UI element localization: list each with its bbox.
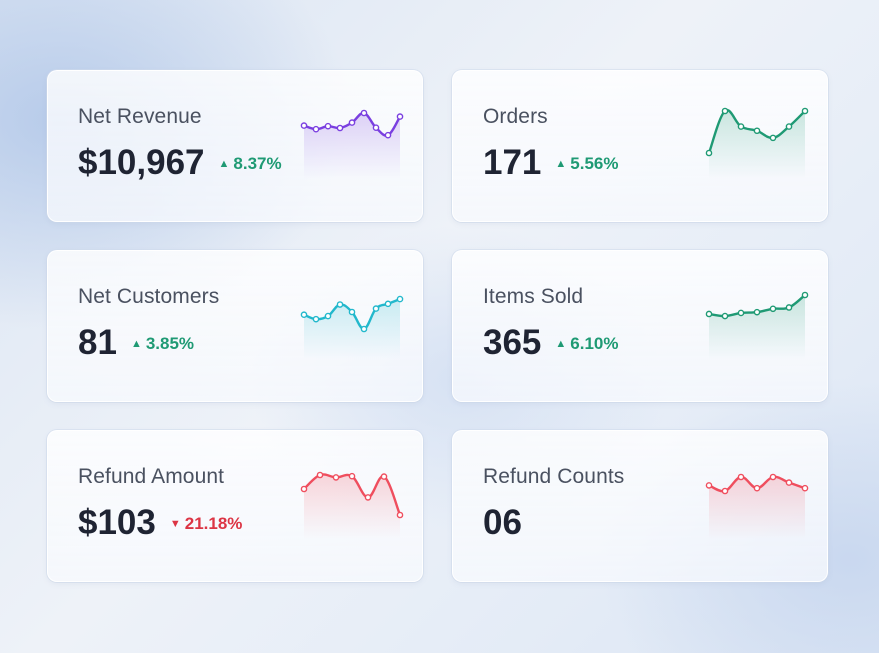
- sparkline-point: [332, 474, 340, 481]
- sparkline-point: [380, 473, 388, 480]
- triangle-up-icon: ▲: [218, 157, 230, 170]
- sparkline-point: [769, 134, 777, 142]
- sparkline-point: [705, 482, 713, 489]
- sparkline-point: [737, 123, 745, 130]
- sparkline-point: [300, 122, 308, 129]
- card-value: 81: [78, 323, 117, 362]
- sparkline-point: [785, 304, 793, 311]
- sparkline-point: [396, 295, 404, 303]
- sparkline-point: [312, 315, 320, 323]
- sparkline-point: [336, 124, 344, 132]
- sparkline-point: [364, 494, 372, 501]
- delta-value: 6.10%: [570, 334, 619, 353]
- sparkline-point: [769, 473, 777, 481]
- delta-value: 21.18%: [184, 514, 243, 533]
- sparkline-point: [372, 305, 380, 312]
- sparkline-point: [705, 310, 713, 318]
- sparkline-point: [324, 312, 332, 320]
- sparkline-point: [801, 291, 809, 299]
- sparkline-point: [737, 309, 745, 317]
- triangle-up-icon: ▲: [555, 337, 567, 350]
- card-title: Orders: [483, 105, 548, 128]
- delta-value: 3.85%: [145, 334, 195, 353]
- sparkline-point: [801, 484, 809, 492]
- delta-badge: ▲ 5.56%: [555, 154, 618, 174]
- delta-badge: ▲ 3.85%: [131, 334, 194, 354]
- card-items-sold[interactable]: Items Sold 365 ▲ 6.10%: [452, 250, 828, 402]
- sparkline-point: [324, 122, 332, 130]
- sparkline-area: [304, 299, 400, 359]
- sparkline-point: [348, 472, 356, 480]
- sparkline-area: [709, 476, 805, 539]
- sparkline-area: [709, 295, 805, 359]
- delta-badge: ▼ 21.18%: [170, 514, 243, 534]
- sparkline-point: [753, 484, 761, 492]
- card-net-customers[interactable]: Net Customers 81 ▲ 3.85%: [47, 250, 423, 402]
- sparkline-chart: [300, 109, 404, 179]
- card-value: $103: [78, 503, 156, 542]
- sparkline-point: [300, 485, 308, 493]
- delta-badge: ▲ 8.37%: [219, 154, 282, 174]
- card-refund-counts[interactable]: Refund Counts 06: [452, 430, 828, 582]
- card-value: $10,967: [78, 143, 205, 182]
- sparkline-point: [348, 308, 356, 316]
- triangle-down-icon: ▼: [169, 517, 181, 530]
- card-title: Refund Counts: [483, 465, 625, 488]
- sparkline-chart: [705, 473, 809, 539]
- sparkline-area: [304, 474, 400, 539]
- card-net-revenue[interactable]: Net Revenue $10,967 ▲ 8.37%: [47, 70, 423, 222]
- sparkline-point: [300, 311, 308, 319]
- card-title: Refund Amount: [78, 465, 225, 488]
- sparkline-chart: [705, 107, 809, 179]
- sparkline-point: [721, 487, 729, 495]
- sparkline-point: [753, 127, 761, 135]
- card-orders[interactable]: Orders 171 ▲ 5.56%: [452, 70, 828, 222]
- sparkline-area: [709, 110, 805, 179]
- sparkline-point: [753, 308, 761, 316]
- sparkline-point: [316, 471, 324, 479]
- sparkline-point: [384, 300, 392, 308]
- sparkline-chart: [300, 471, 404, 539]
- sparkline-point: [360, 109, 368, 117]
- delta-value: 8.37%: [233, 154, 282, 173]
- sparkline-point: [348, 119, 356, 126]
- sparkline-point: [769, 305, 777, 313]
- sparkline-point: [721, 312, 729, 320]
- sparkline-point: [372, 124, 380, 132]
- sparkline-point: [336, 301, 344, 308]
- card-value: 171: [483, 143, 542, 182]
- sparkline-point: [801, 107, 809, 115]
- sparkline-chart: [705, 291, 809, 359]
- triangle-up-icon: ▲: [555, 157, 567, 170]
- sparkline-point: [396, 113, 404, 120]
- sparkline-point: [721, 107, 729, 115]
- card-value: 365: [483, 323, 542, 362]
- sparkline-point: [785, 123, 793, 130]
- sparkline-point: [785, 479, 793, 486]
- sparkline-point: [384, 131, 392, 139]
- delta-value: 5.56%: [570, 154, 619, 173]
- triangle-up-icon: ▲: [130, 337, 142, 350]
- card-value: 06: [483, 503, 522, 542]
- delta-badge: ▲ 6.10%: [555, 334, 618, 354]
- card-title: Items Sold: [483, 285, 584, 308]
- sparkline-point: [705, 149, 713, 157]
- card-refund-amount[interactable]: Refund Amount $103 ▼ 21.18%: [47, 430, 423, 582]
- sparkline-chart: [300, 295, 404, 359]
- sparkline-point: [737, 473, 745, 481]
- sparkline-point: [396, 511, 404, 519]
- sparkline-point: [360, 325, 368, 333]
- card-title: Net Customers: [78, 285, 220, 308]
- sparkline-point: [312, 125, 320, 133]
- card-title: Net Revenue: [78, 105, 202, 128]
